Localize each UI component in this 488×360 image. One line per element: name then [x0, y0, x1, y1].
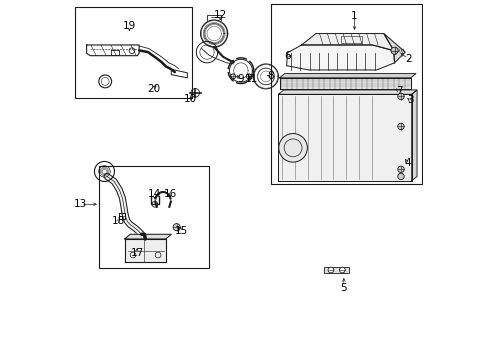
Text: 16: 16 — [164, 189, 177, 199]
Text: 6: 6 — [284, 51, 290, 61]
Text: 14: 14 — [147, 189, 161, 199]
Text: 3: 3 — [407, 95, 413, 105]
Polygon shape — [411, 90, 416, 181]
Circle shape — [339, 267, 345, 273]
Circle shape — [397, 173, 404, 180]
Circle shape — [173, 224, 180, 231]
Text: 11: 11 — [244, 74, 258, 84]
Text: 20: 20 — [147, 84, 160, 94]
Text: 5: 5 — [340, 283, 346, 293]
Circle shape — [397, 166, 404, 172]
Circle shape — [397, 93, 404, 100]
Text: 19: 19 — [122, 21, 136, 31]
Polygon shape — [124, 239, 165, 262]
Text: 2: 2 — [405, 54, 411, 64]
Bar — [99, 166, 208, 268]
Polygon shape — [286, 45, 394, 70]
Polygon shape — [278, 94, 411, 181]
Circle shape — [390, 47, 397, 54]
Circle shape — [397, 123, 404, 130]
Bar — [340, 36, 362, 43]
Polygon shape — [279, 73, 415, 78]
Text: 10: 10 — [183, 94, 196, 104]
Polygon shape — [383, 33, 405, 63]
Polygon shape — [278, 90, 416, 94]
Polygon shape — [279, 78, 410, 89]
Circle shape — [278, 134, 307, 162]
Text: 15: 15 — [175, 226, 188, 237]
Bar — [324, 267, 348, 273]
Text: 1: 1 — [350, 11, 357, 21]
Text: 4: 4 — [404, 158, 410, 168]
Bar — [270, 4, 421, 184]
Text: 17: 17 — [130, 248, 143, 258]
Text: 18: 18 — [112, 216, 125, 226]
Text: 12: 12 — [213, 10, 226, 20]
Text: 9: 9 — [236, 74, 243, 84]
Text: 13: 13 — [74, 199, 87, 209]
Circle shape — [327, 267, 333, 273]
Polygon shape — [301, 33, 393, 51]
Text: 7: 7 — [396, 86, 403, 96]
Polygon shape — [124, 234, 171, 239]
Bar — [75, 7, 191, 98]
Text: 8: 8 — [267, 71, 274, 81]
